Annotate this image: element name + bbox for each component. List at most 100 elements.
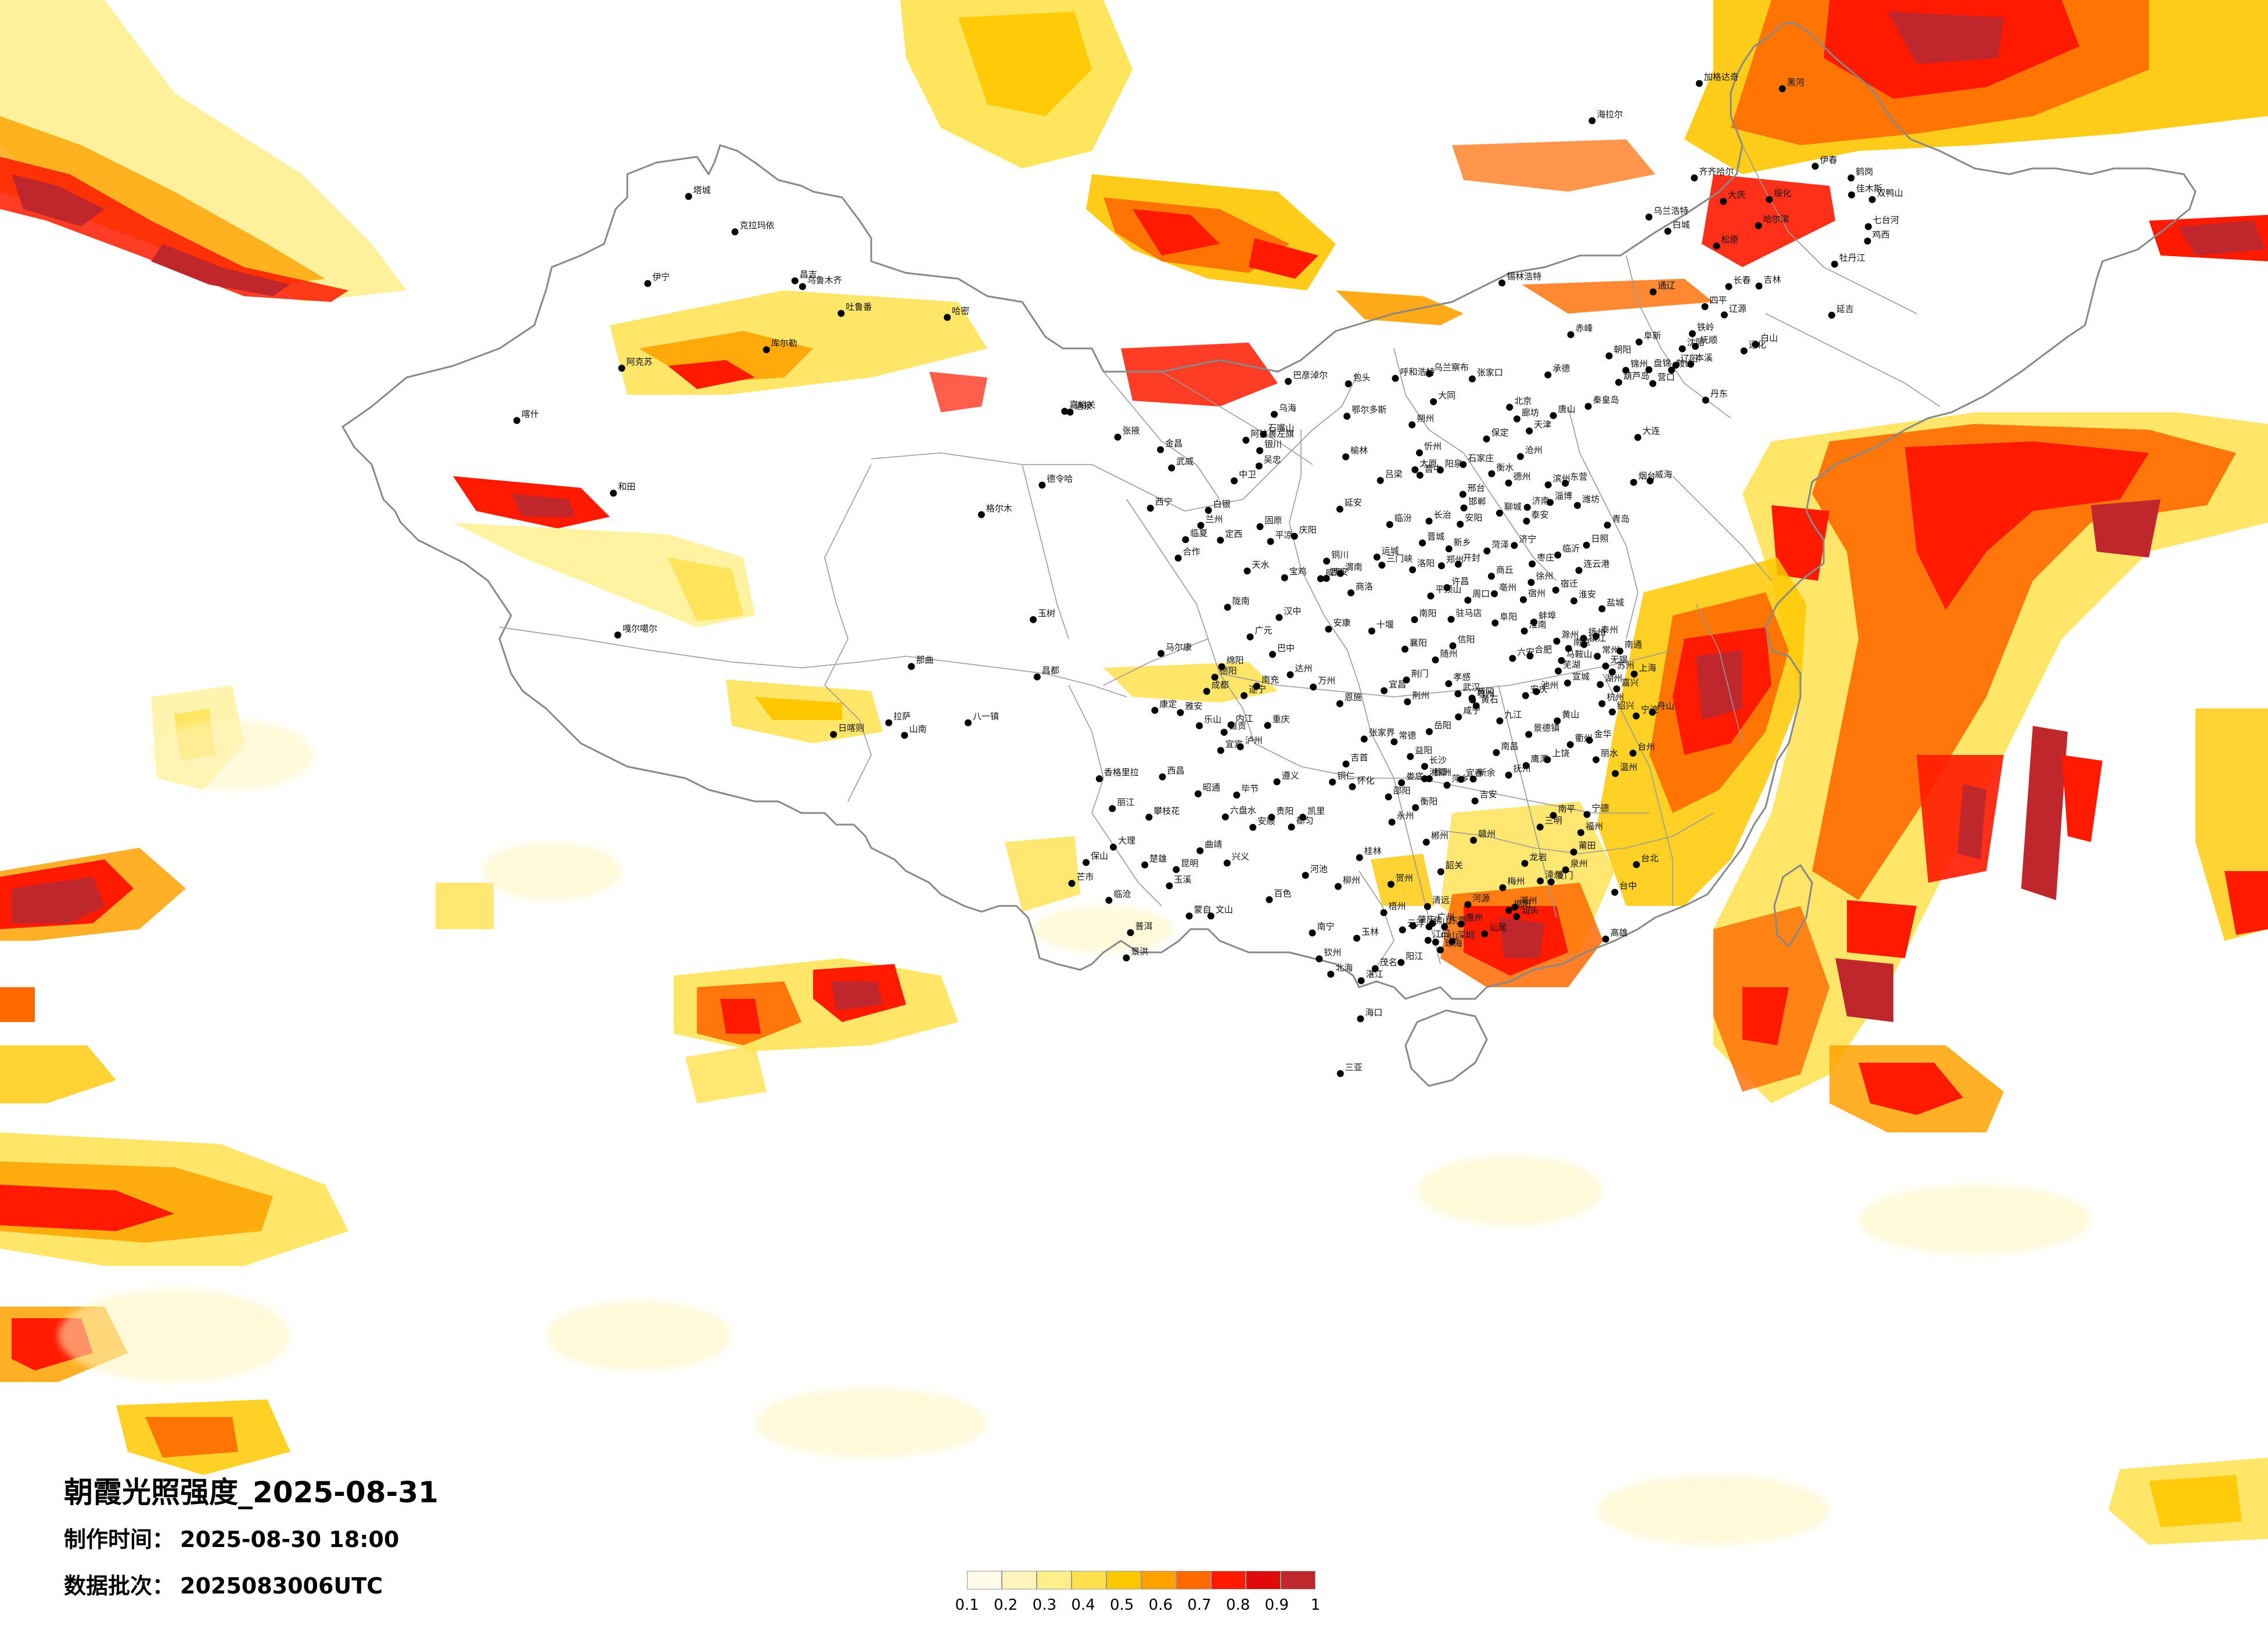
city-dot (1197, 521, 1205, 529)
city-label: 汕尾 (1489, 922, 1507, 933)
city-dot (1205, 506, 1212, 514)
city-label: 鹤岗 (1856, 166, 1873, 177)
city-dot (1513, 913, 1521, 920)
city-label: 银川 (1264, 439, 1282, 449)
legend-tick-label: 0.5 (1109, 1596, 1134, 1614)
city-label: 兰州 (1206, 514, 1223, 524)
city-label: 马鞍山 (1566, 649, 1593, 660)
city-label: 德州 (1514, 472, 1531, 482)
city-label: 兴义 (1232, 851, 1249, 862)
city-dot (618, 365, 626, 372)
city-label: 楚雄 (1149, 853, 1167, 864)
city-label: 吕梁 (1385, 469, 1403, 479)
city-label: 大庆 (1728, 190, 1745, 200)
city-dot (1483, 435, 1490, 443)
city-dot (1460, 461, 1467, 468)
legend-swatch (1141, 1571, 1176, 1589)
city-label: 中卫 (1239, 469, 1256, 480)
city-dot (1725, 283, 1733, 290)
city-dot (1425, 517, 1433, 525)
city-dot (1385, 793, 1392, 801)
city-label: 文山 (1216, 904, 1233, 915)
city-dot (1778, 85, 1786, 92)
city-label: 镇江 (1588, 633, 1606, 643)
city-label: 七台河 (1873, 215, 1899, 225)
city-dot (1848, 174, 1855, 182)
city-dot (1702, 397, 1709, 404)
city-dot (1267, 538, 1274, 545)
legend-swatch (1037, 1571, 1072, 1589)
city-label: 芒市 (1076, 872, 1094, 882)
city-label: 攀枝花 (1153, 805, 1180, 816)
city-label: 昌吉 (800, 269, 817, 280)
city-label: 北海 (1335, 963, 1353, 973)
city-label: 台中 (1619, 881, 1637, 891)
heat-region-top (900, 0, 1464, 325)
city-label: 酒泉 (1075, 401, 1092, 411)
city-dot (1634, 434, 1641, 441)
city-dot (944, 314, 951, 321)
city-label: 朝阳 (1614, 344, 1631, 355)
city-label: 济宁 (1519, 534, 1536, 544)
city-dot (1241, 692, 1248, 699)
city-dot (1615, 379, 1622, 386)
city-dot (838, 310, 845, 317)
city-dot (1537, 877, 1544, 884)
city-dot (1268, 814, 1275, 821)
city-label: 宿州 (1528, 588, 1545, 599)
city-dot (1105, 897, 1113, 904)
city-dot (1349, 783, 1356, 790)
city-label: 沈阳 (1687, 337, 1705, 348)
data-batch-value: 2025083006UTC (180, 1573, 383, 1599)
city-dot (1411, 616, 1418, 623)
city-label: 肇庆 (1418, 914, 1435, 924)
city-dot (1678, 345, 1686, 352)
city-dot (1253, 682, 1260, 690)
city-dot (1322, 575, 1330, 582)
city-label: 通辽 (1658, 280, 1675, 291)
city-dot (1526, 652, 1534, 660)
hainan-island (1404, 1009, 1488, 1087)
city-dot (791, 277, 799, 285)
city-dot (1449, 642, 1457, 650)
city-label: 沧州 (1525, 445, 1543, 455)
city-label: 大同 (1438, 390, 1455, 401)
city-dot (1526, 427, 1533, 435)
city-label: 鞍山 (1676, 358, 1694, 369)
city-dot (1381, 687, 1388, 695)
city-dot (1217, 747, 1224, 754)
city-label: 重庆 (1273, 714, 1290, 724)
city-label: 湖州 (1605, 673, 1622, 684)
city-label: 那曲 (916, 655, 933, 665)
city-dot (1403, 676, 1410, 684)
city-dot (1740, 347, 1748, 355)
city-label: 宜春 (1466, 768, 1483, 778)
city-dot (1536, 823, 1544, 831)
city-label: 菏泽 (1491, 539, 1509, 550)
city-label: 贺州 (1396, 873, 1413, 883)
city-dot (1407, 753, 1414, 760)
city-label: 铜仁 (1337, 771, 1354, 781)
city-dot (1386, 521, 1393, 528)
city-dot (1633, 712, 1640, 720)
legend-swatch (967, 1571, 1002, 1589)
city-label: 武汉 (1462, 682, 1480, 693)
city-dot (1068, 880, 1076, 887)
city-dot (1469, 696, 1476, 704)
city-label: 泉州 (1570, 858, 1588, 869)
city-label: 日照 (1591, 534, 1609, 544)
city-dot (1302, 872, 1309, 879)
city-dot (1387, 880, 1394, 888)
city-dot (1266, 896, 1273, 904)
city-dot (901, 732, 908, 739)
city-dot (1368, 627, 1375, 635)
city-label: 格尔木 (986, 503, 1012, 513)
city-label: 韶关 (1446, 860, 1463, 870)
city-dot (1424, 937, 1432, 944)
city-dot (1529, 560, 1536, 568)
city-label: 凯里 (1307, 805, 1325, 816)
city-dot (1271, 411, 1278, 418)
city-label: 玉溪 (1174, 874, 1191, 884)
city-dot (799, 283, 806, 290)
city-label: 本溪 (1695, 352, 1713, 363)
